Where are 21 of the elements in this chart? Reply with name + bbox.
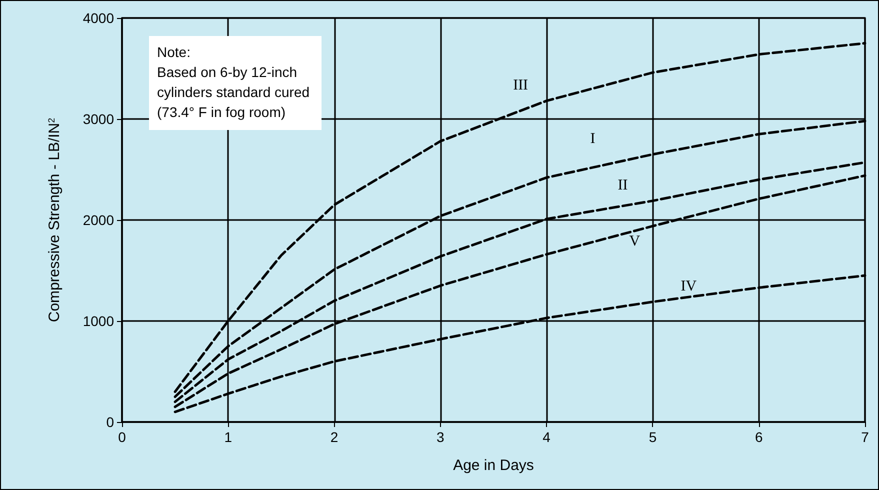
y-tick-label: 4000 bbox=[82, 10, 114, 26]
x-tick-label: 7 bbox=[861, 429, 870, 445]
series-label: I bbox=[590, 130, 596, 147]
series-label: II bbox=[618, 177, 628, 194]
series-label: V bbox=[629, 234, 640, 250]
y-tick-label: 1000 bbox=[82, 313, 114, 329]
y-tick-label: 2000 bbox=[82, 212, 114, 228]
x-tick-label: 5 bbox=[648, 429, 657, 445]
x-tick-label: 3 bbox=[436, 429, 445, 445]
x-tick-label: 6 bbox=[754, 429, 763, 445]
x-tick-label: 0 bbox=[118, 429, 126, 445]
series-label: IV bbox=[680, 278, 697, 294]
x-tick-label: 2 bbox=[330, 429, 338, 445]
annotation: Note: Based on 6-by 12-inch cylinders standard cured (73.4° F in fog room) bbox=[157, 44, 310, 120]
x-axis-title: Age in Days bbox=[453, 457, 534, 474]
y-axis-title: Compressive Strength - LB/IN2 bbox=[46, 118, 63, 322]
y-tick-label: 3000 bbox=[82, 111, 114, 127]
series-label: III bbox=[513, 77, 528, 94]
x-tick-label: 4 bbox=[542, 429, 551, 445]
x-tick-label: 1 bbox=[224, 429, 232, 445]
y-tick-label: 0 bbox=[106, 414, 114, 430]
